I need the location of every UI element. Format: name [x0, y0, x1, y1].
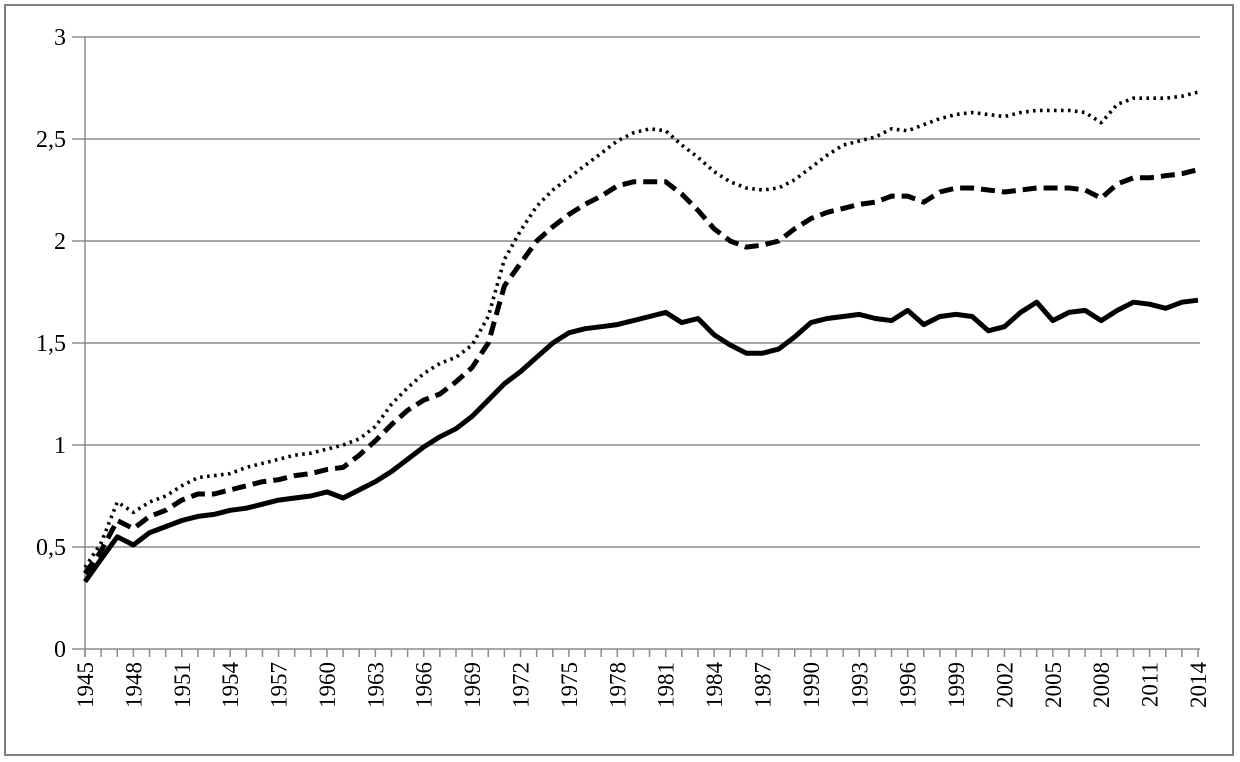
x-axis-tick-label: 1954 [218, 662, 243, 709]
x-axis-tick-label: 2008 [1089, 662, 1114, 708]
x-axis-tick-label: 1951 [170, 662, 195, 708]
y-axis-tick-label: 2,5 [36, 127, 66, 153]
x-axis-tick-label: 1948 [121, 662, 146, 708]
x-axis-tick-label: 1972 [509, 662, 534, 708]
chart-frame [4, 4, 1234, 756]
x-axis-tick-label: 2014 [1186, 662, 1211, 709]
x-axis-tick-label: 1990 [799, 662, 824, 708]
x-axis-tick-label: 2005 [1041, 662, 1066, 708]
x-axis-tick-label: 1957 [267, 662, 292, 708]
x-axis-tick-label: 1984 [702, 662, 727, 709]
x-axis-tick-label: 2011 [1138, 662, 1163, 707]
x-axis-tick-label: 1978 [605, 662, 630, 708]
x-axis-tick-label: 1966 [412, 662, 437, 708]
dotted-line-series [83, 90, 1199, 569]
y-axis-tick-label: 0,5 [36, 535, 66, 561]
y-axis-tick-label: 3 [54, 25, 66, 51]
x-axis-tick-label: 1999 [944, 662, 969, 708]
x-axis-tick-label: 2002 [992, 662, 1017, 708]
dashed-line-series [82, 167, 1199, 575]
x-axis-tick-label: 1981 [654, 662, 679, 708]
solid-line-series [82, 297, 1199, 584]
x-axis-tick-label: 1975 [557, 662, 582, 708]
x-axis-tick-label: 1945 [73, 662, 98, 708]
x-axis-tick-label: 1960 [315, 662, 340, 708]
y-axis-tick-label: 2 [54, 229, 66, 255]
x-axis-tick-label: 1969 [460, 662, 485, 708]
y-axis-tick-label: 1,5 [36, 331, 66, 357]
x-axis-tick-label: 1996 [896, 662, 921, 708]
y-axis-tick-label: 1 [54, 433, 66, 459]
x-axis-tick-label: 1987 [750, 662, 775, 708]
y-axis-tick-label: 0 [54, 637, 66, 663]
x-axis-tick-label: 1963 [363, 662, 388, 708]
x-axis-tick-label: 1993 [847, 662, 872, 708]
